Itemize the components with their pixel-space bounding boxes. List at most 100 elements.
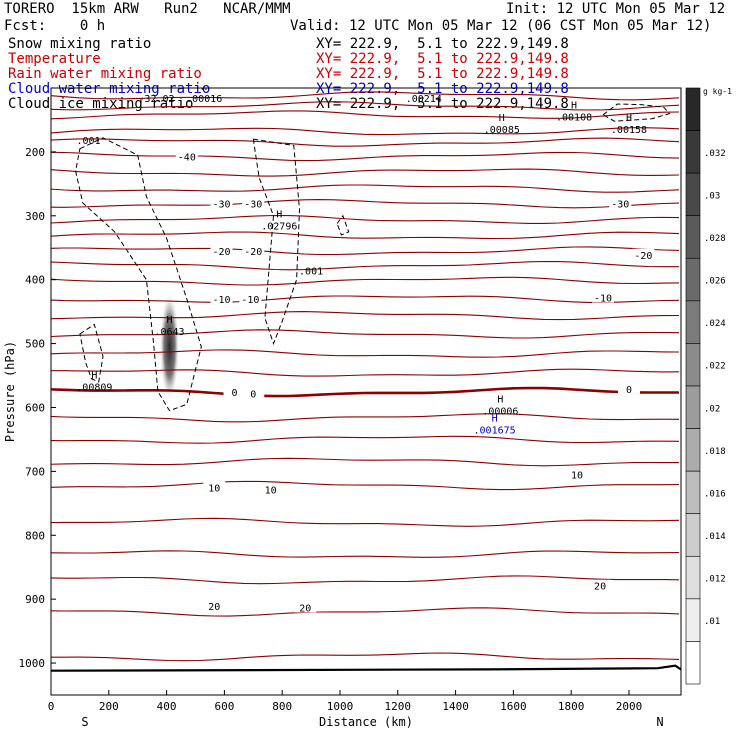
y-tick-label: 900 bbox=[25, 593, 45, 606]
colorbar-tick-label: .012 bbox=[704, 575, 726, 585]
isotherm-label-bg bbox=[632, 248, 655, 260]
colorbar-tick-label: .014 bbox=[704, 532, 726, 542]
snow-contour bbox=[336, 214, 350, 236]
x-tick-label: 0 bbox=[48, 700, 55, 713]
isotherm-line bbox=[51, 260, 679, 271]
colorbar-tick-label: .016 bbox=[704, 489, 726, 499]
x-tick-label: 1400 bbox=[442, 700, 469, 713]
isotherm-line bbox=[51, 480, 680, 491]
y-tick-label: 700 bbox=[25, 465, 45, 478]
colorbar-swatch bbox=[685, 130, 701, 174]
isotherm-line bbox=[51, 386, 679, 398]
isotherm-label: -20 bbox=[634, 251, 652, 262]
isotherm-label: -30 bbox=[611, 200, 629, 211]
isotherm-line bbox=[51, 127, 680, 136]
init-time: Init: 12 UTC Mon 05 Mar 12 bbox=[506, 1, 726, 17]
colorbar-swatch bbox=[685, 470, 701, 515]
isotherm-line bbox=[51, 137, 680, 147]
isotherm-label-bg bbox=[294, 601, 317, 613]
isotherm-label-bg bbox=[210, 244, 233, 256]
legend-xy-temperature: XY= 222.9, 5.1 to 222.9,149.8 bbox=[316, 51, 569, 67]
isotherm-line bbox=[51, 184, 680, 193]
extremum-mark: H bbox=[492, 413, 498, 424]
isotherm-label: 20 bbox=[594, 582, 606, 593]
isotherm-line bbox=[51, 110, 680, 120]
colorbar-tick-label: .024 bbox=[704, 319, 726, 329]
isotherm-label-bg bbox=[223, 386, 246, 398]
isotherm-label-bg bbox=[617, 382, 640, 394]
extremum-value: .02796 bbox=[261, 222, 297, 233]
x-tick-label: 200 bbox=[99, 700, 119, 713]
extremum-mark: H bbox=[166, 315, 172, 326]
y-tick-label: 500 bbox=[25, 338, 45, 351]
extremum-value: .0643 bbox=[154, 327, 184, 338]
isotherm-line bbox=[51, 214, 680, 224]
extremum-mark: H bbox=[91, 371, 97, 382]
model-title: TORERO 15km ARW Run2 NCAR/MMM bbox=[4, 1, 291, 17]
extremum-value: .00214 bbox=[406, 94, 442, 105]
x-tick-label: 1000 bbox=[327, 700, 354, 713]
x-tick-label: 1600 bbox=[500, 700, 527, 713]
isotherm-line bbox=[51, 311, 680, 321]
y-tick-label: 800 bbox=[25, 529, 45, 542]
snow-contour bbox=[602, 103, 671, 122]
legend-label-temperature: Temperature bbox=[8, 51, 101, 67]
extremum-mark: H bbox=[497, 394, 503, 405]
isotherm-line bbox=[51, 349, 680, 358]
isotherm-line bbox=[51, 329, 680, 339]
isotherm-line bbox=[51, 295, 680, 303]
extremum-mark: H bbox=[571, 100, 577, 111]
isotherm-label: 0 bbox=[626, 385, 632, 396]
isotherm-label: 10 bbox=[265, 485, 277, 496]
colorbar-swatch bbox=[685, 513, 701, 557]
y-axis-label: Pressure (hPa) bbox=[3, 341, 17, 442]
colorbar-swatch bbox=[685, 300, 701, 344]
isotherm-label: -30 bbox=[212, 200, 230, 211]
isotherm-line bbox=[51, 368, 680, 377]
colorbar-tick-label: .03 bbox=[704, 191, 720, 201]
isotherm-line bbox=[51, 101, 680, 111]
isotherm-label-bg bbox=[242, 387, 265, 399]
isotherm-line bbox=[51, 435, 680, 444]
isotherm-label-bg bbox=[210, 292, 233, 304]
isotherm-label-bg bbox=[589, 579, 612, 591]
y-tick-label: 400 bbox=[25, 274, 45, 287]
x-tick-label: 2000 bbox=[616, 700, 643, 713]
y-tick-label: 1000 bbox=[19, 657, 46, 670]
isotherm-label-bg bbox=[203, 481, 226, 493]
extremum-value: .001675 bbox=[474, 425, 516, 436]
isotherm-label: -10 bbox=[212, 295, 230, 306]
extremum-value: -32.02 bbox=[138, 94, 174, 105]
y-tick-label: 300 bbox=[25, 210, 45, 223]
south-label: S bbox=[81, 715, 88, 729]
isotherm-line bbox=[51, 575, 680, 585]
isotherm-label-bg bbox=[210, 197, 233, 209]
y-tick-label: 200 bbox=[25, 146, 45, 159]
rain-maximum-shading bbox=[159, 291, 180, 402]
isotherm-label-bg bbox=[242, 197, 265, 209]
isotherm-line bbox=[51, 231, 680, 240]
isotherm-label: 0 bbox=[250, 389, 256, 400]
colorbar-swatch bbox=[685, 215, 701, 259]
isotherm-label: -40 bbox=[178, 152, 196, 163]
isotherm-label: -10 bbox=[594, 294, 612, 305]
colorbar-swatch bbox=[685, 87, 701, 131]
isotherm-label-bg bbox=[565, 468, 588, 480]
legend-xy-cloud-ice: XY= 222.9, 5.1 to 222.9,149.8 bbox=[316, 96, 569, 112]
y-tick-label: 600 bbox=[25, 401, 45, 414]
isotherm-label: 10 bbox=[571, 471, 583, 482]
extremum-mark: H bbox=[626, 113, 632, 124]
legend-label-cloud-water: Cloud water mixing ratio bbox=[8, 81, 211, 97]
plot-frame bbox=[50, 87, 682, 696]
legend-xy-snow: XY= 222.9, 5.1 to 222.9,149.8 bbox=[316, 36, 569, 52]
extremum-mark: H bbox=[276, 210, 282, 221]
isotherm-line bbox=[51, 151, 680, 162]
snow-contour bbox=[79, 323, 104, 383]
isotherm-line bbox=[51, 199, 680, 209]
x-tick-label: 400 bbox=[157, 700, 177, 713]
isotherm-label: 0 bbox=[231, 388, 237, 399]
isotherm-label-bg bbox=[259, 483, 282, 495]
isotherm-label: -20 bbox=[212, 247, 230, 258]
extremum-value: .00085 bbox=[484, 125, 520, 136]
isotherm-label: -30 bbox=[244, 200, 262, 211]
